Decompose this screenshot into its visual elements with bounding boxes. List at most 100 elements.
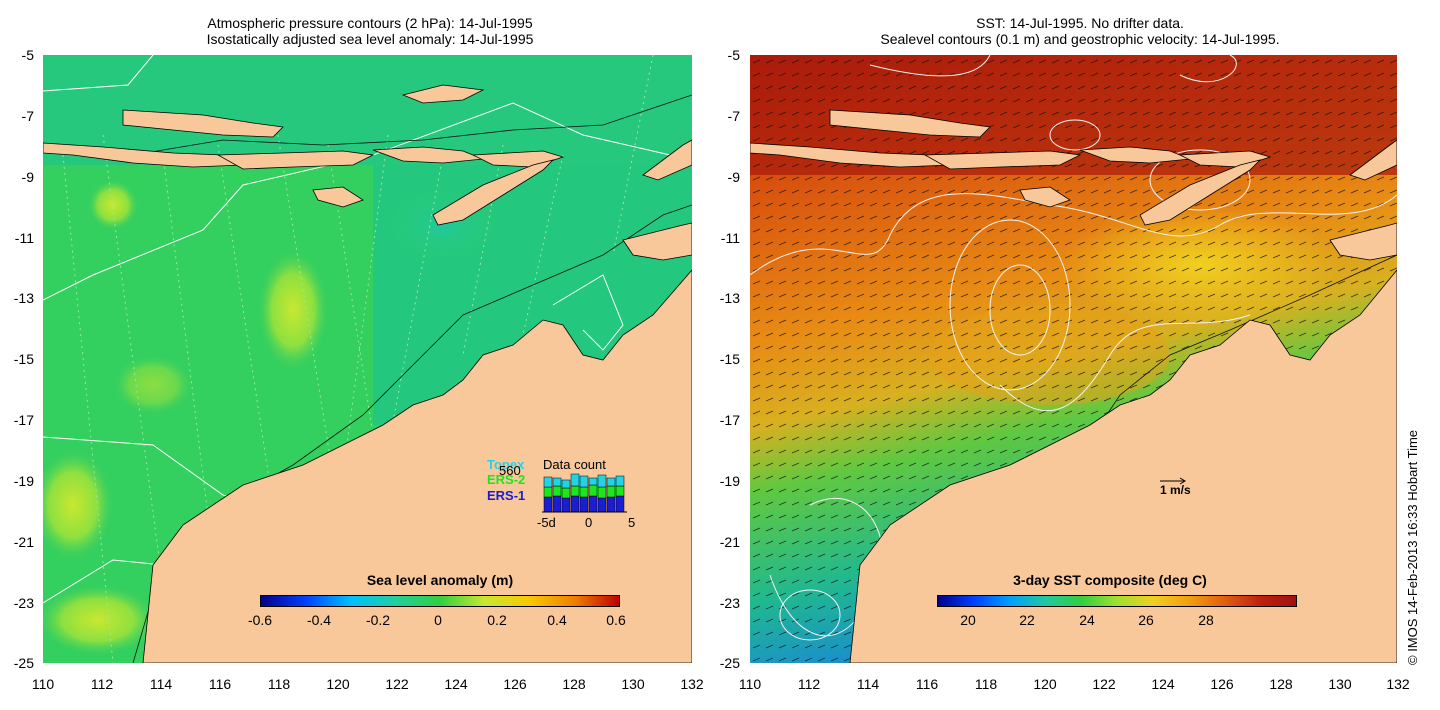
x-tick: 130 <box>1328 676 1352 692</box>
x-tick: 114 <box>856 676 880 692</box>
sst-australia-landmass <box>849 269 1397 663</box>
left-title: Atmospheric pressure contours (2 hPa): 1… <box>110 15 630 47</box>
x-tick: 114 <box>149 676 173 692</box>
x-tick: 122 <box>1092 676 1116 692</box>
y-tick: -21 <box>13 534 34 550</box>
right-title: SST: 14-Jul-1995. No drifter data. Seale… <box>800 15 1360 47</box>
legend-sat2: ERS-2 <box>487 472 526 487</box>
pressure-contour <box>43 55 154 92</box>
sla-north-band <box>43 55 692 165</box>
y-tick: -19 <box>719 473 740 489</box>
right-colorbar-tick: 26 <box>1138 612 1154 628</box>
left-title-line2: Isostatically adjusted sea level anomaly… <box>206 31 534 47</box>
velocity-scale-label: 1 m/s <box>1160 483 1191 497</box>
legend-axis-tick: 5 <box>628 515 636 530</box>
histogram-bars <box>543 473 625 513</box>
x-tick: 112 <box>90 676 114 692</box>
left-colorbar <box>260 595 620 607</box>
left-colorbar-tick: 0 <box>434 612 442 628</box>
right-colorbar-tick: 20 <box>960 612 976 628</box>
y-tick: -11 <box>14 230 34 246</box>
sla-high-1 <box>258 250 328 370</box>
sla-high-3 <box>43 450 113 560</box>
left-colorbar-title: Sea level anomaly (m) <box>366 572 514 588</box>
right-title-line1: SST: 14-Jul-1995. No drifter data. <box>976 15 1184 31</box>
y-tick: -9 <box>21 169 34 185</box>
right-colorbar-tick: 22 <box>1019 612 1035 628</box>
x-tick: 120 <box>326 676 350 692</box>
right-colorbar <box>937 595 1297 607</box>
x-tick: 126 <box>503 676 527 692</box>
velocity-scale-arrowhead <box>1179 477 1186 485</box>
y-tick: -11 <box>720 230 740 246</box>
legend-count: 560 <box>499 463 521 478</box>
sst-map <box>750 55 1397 663</box>
legend-axis-tick: -5d <box>537 515 556 530</box>
y-tick: -15 <box>719 351 740 367</box>
x-tick: 132 <box>680 676 704 692</box>
x-tick: 110 <box>738 676 762 692</box>
data-count-histogram <box>542 473 627 513</box>
x-tick: 124 <box>1151 676 1175 692</box>
y-tick: -7 <box>727 108 740 124</box>
x-tick: 132 <box>1386 676 1410 692</box>
y-tick: -13 <box>13 290 34 306</box>
sla-map <box>43 55 692 663</box>
legend-sat3: ERS-1 <box>487 488 526 503</box>
sealevel-contours <box>750 55 1397 641</box>
left-colorbar-tick: 0.4 <box>547 612 567 628</box>
left-colorbar-tick: 0.2 <box>487 612 507 628</box>
x-tick: 126 <box>1210 676 1234 692</box>
right-title-line2: Sealevel contours (0.1 m) and geostrophi… <box>880 31 1280 47</box>
x-tick: 124 <box>444 676 468 692</box>
x-tick: 110 <box>31 676 55 692</box>
y-tick: -9 <box>727 169 740 185</box>
right-colorbar-tick: 24 <box>1079 612 1095 628</box>
y-tick: -23 <box>719 595 740 611</box>
y-tick: -23 <box>13 595 34 611</box>
y-tick: -19 <box>13 473 34 489</box>
y-tick: -17 <box>13 412 34 428</box>
pressure-contour <box>43 102 692 301</box>
left-colorbar-tick: 0.6 <box>606 612 626 628</box>
sla-map-svg <box>43 55 692 663</box>
left-title-line1: Atmospheric pressure contours (2 hPa): 1… <box>207 15 533 31</box>
x-tick: 130 <box>621 676 645 692</box>
x-tick: 112 <box>797 676 821 692</box>
sst-map-svg <box>750 55 1397 663</box>
right-colorbar-tick: 28 <box>1198 612 1214 628</box>
x-tick: 122 <box>385 676 409 692</box>
y-tick: -15 <box>13 351 34 367</box>
sla-high-2 <box>88 180 138 230</box>
legend-sat1: Topex <box>487 457 525 472</box>
islands <box>43 84 692 261</box>
left-colorbar-tick: -0.6 <box>247 612 273 628</box>
sst-islands <box>750 109 1397 261</box>
australia-landmass <box>142 269 692 663</box>
left-colorbar-tick: -0.2 <box>365 612 391 628</box>
pressure-contour <box>552 274 624 351</box>
x-tick: 116 <box>915 676 939 692</box>
y-tick: -25 <box>13 655 34 671</box>
legend-title: Data count <box>543 457 606 472</box>
x-tick: 116 <box>208 676 232 692</box>
y-tick: -5 <box>727 47 740 63</box>
y-tick: -5 <box>21 47 34 63</box>
x-tick: 120 <box>1033 676 1057 692</box>
x-tick: 118 <box>267 676 291 692</box>
y-tick: -25 <box>719 655 740 671</box>
y-tick: -7 <box>21 108 34 124</box>
y-tick: -13 <box>719 290 740 306</box>
y-tick: -21 <box>719 534 740 550</box>
x-tick: 128 <box>562 676 586 692</box>
legend-axis-tick: 0 <box>585 515 593 530</box>
x-tick: 118 <box>974 676 998 692</box>
y-tick: -17 <box>719 412 740 428</box>
left-colorbar-tick: -0.4 <box>306 612 332 628</box>
credit-text: © IMOS 14-Feb-2013 16:33 Hobart Time <box>1405 429 1420 665</box>
sla-high-4 <box>43 585 158 655</box>
sla-high-5 <box>113 355 193 415</box>
right-colorbar-title: 3-day SST composite (deg C) <box>1013 572 1207 588</box>
data-count-legend: Topex 560 ERS-2 ERS-1 Data count <box>487 457 647 532</box>
x-tick: 128 <box>1269 676 1293 692</box>
